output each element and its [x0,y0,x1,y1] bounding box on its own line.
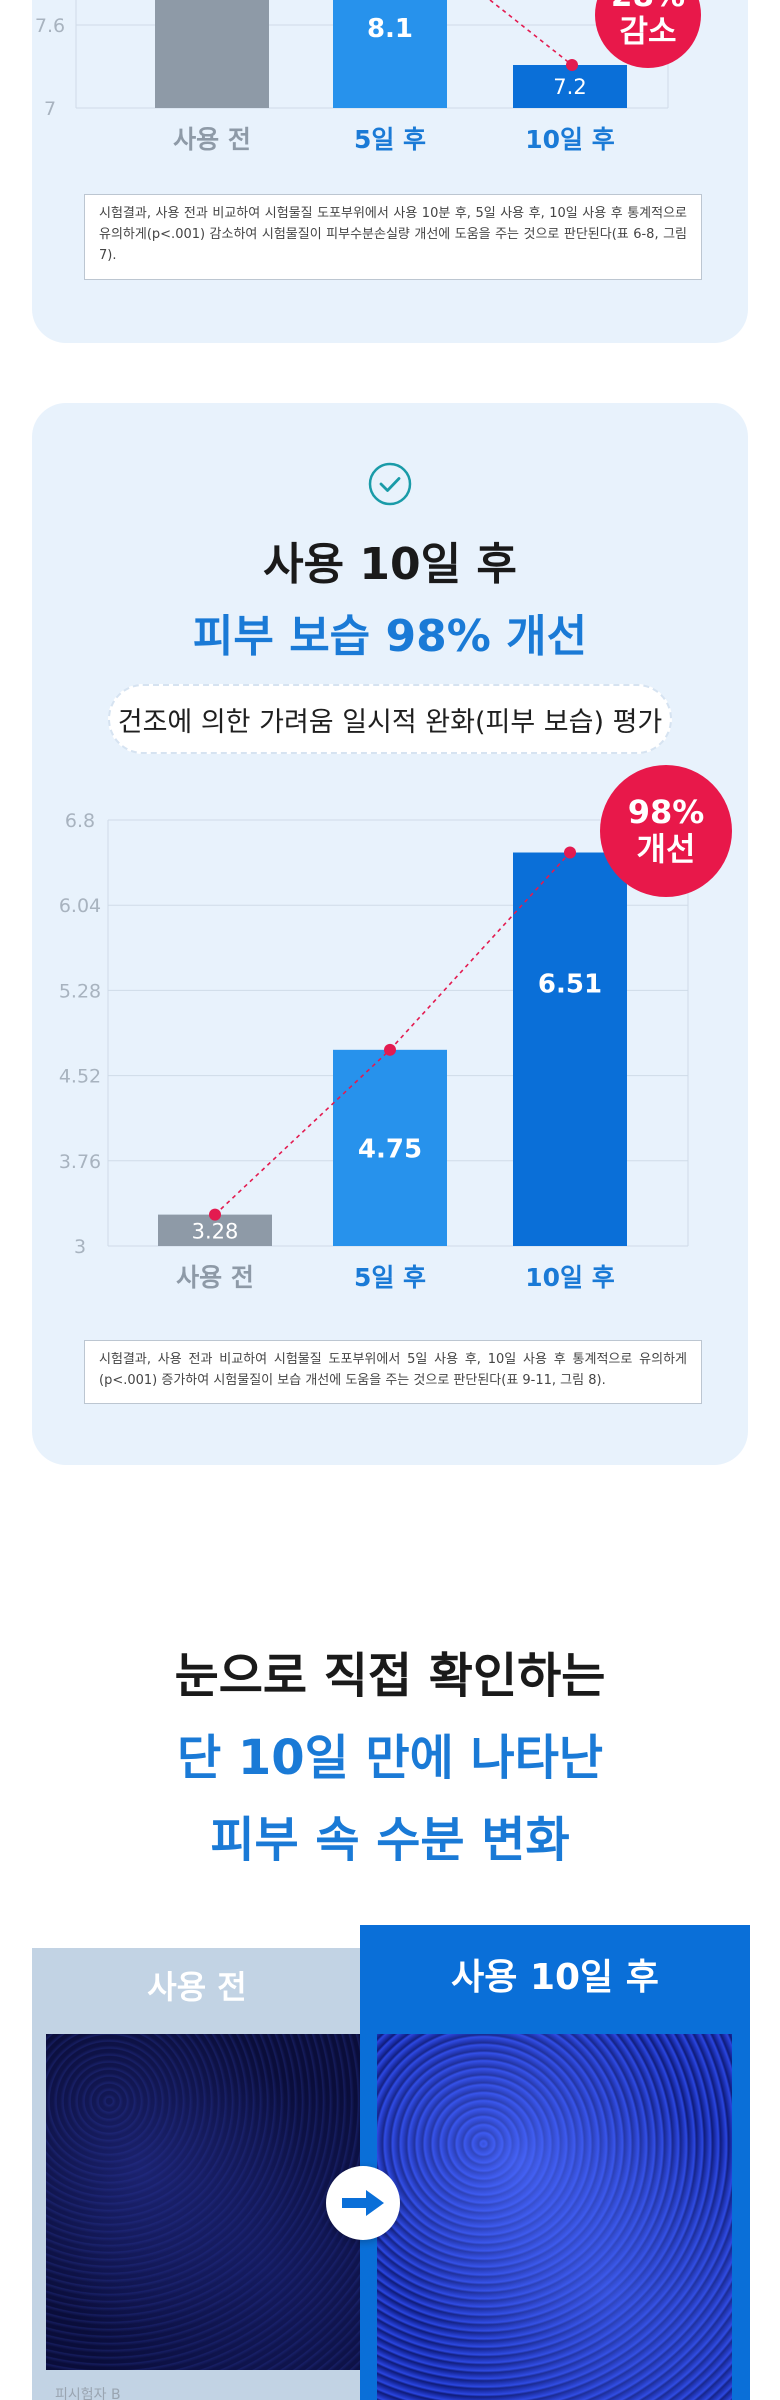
section-title: 사용 10일 후 [263,539,517,590]
x-category-label: 10일 후 [525,1263,615,1292]
y-tick-label: 3 [74,1236,86,1258]
trend-line [489,0,573,66]
arrow-right-icon [326,2166,400,2240]
x-category-label: 5일 후 [354,125,426,154]
bar-value-label: 3.28 [192,1219,239,1243]
badge-percent: 98% [627,793,705,832]
bar [333,0,447,108]
after-label: 사용 10일 후 [451,1957,659,1998]
badge-percent: 28% [611,0,685,15]
x-category-label: 5일 후 [354,1263,426,1292]
trend-line [214,1049,391,1216]
y-tick-label: 7.6 [35,15,65,37]
trend-point [566,59,578,71]
before-label: 사용 전 [147,1968,247,2006]
check-circle-icon [368,462,412,506]
bar-value-label: 8.1 [367,14,413,44]
comparison-title: 눈으로 직접 확인하는 [174,1648,606,1704]
trend-point [384,1043,396,1056]
bar-value-label: 4.75 [358,1135,422,1165]
badge-text: 개선 [636,830,696,868]
y-tick-label: 3.76 [59,1151,101,1173]
y-tick-label: 5.28 [59,980,101,1002]
section-headline: 피부 보습 98% 개선 [192,611,588,662]
bar [333,1049,447,1246]
after-skin-image [377,2034,732,2400]
y-tick-label: 4.52 [59,1066,101,1088]
before-skin-image [46,2034,362,2370]
x-category-label: 10일 후 [525,125,615,154]
x-category-label: 사용 전 [173,125,251,154]
bar-value-label: 6.51 [538,970,602,1000]
chart-card-moisture [32,403,748,1465]
test-result-note: 시험결과, 사용 전과 비교하여 시험물질 도포부위에서 사용 10분 후, 5… [84,194,702,280]
trend-point [564,846,576,859]
badge-text: 감소 [619,14,677,50]
y-tick-label: 7 [44,98,56,120]
test-result-note: 시험결과, 사용 전과 비교하여 시험물질 도포부위에서 5일 사용 후, 10… [84,1340,702,1404]
trend-point [209,1208,221,1221]
evaluation-pill: 건조에 의한 가려움 일시적 완화(피부 보습) 평가 [108,684,672,754]
bar [513,852,627,1246]
comparison-headline-1: 단 10일 만에 나타난 [176,1730,604,1786]
y-tick-label: 6.04 [59,895,101,917]
subject-caption: 피시험자 B [55,2387,121,2400]
comparison-headline-2: 피부 속 수분 변화 [210,1812,570,1868]
y-tick-label: 6.8 [65,810,95,832]
improvement-badge: 98% 개선 [600,765,732,897]
x-category-label: 사용 전 [176,1263,254,1292]
bar-value-label: 7.2 [553,75,586,99]
moisture-loss-chart: 7.6 7 사용 전 8.1 5일 후 7.2 10일 후 [35,0,669,154]
bar [513,65,627,108]
moisture-chart: 6.8 6.04 5.28 4.52 3.76 3 3.28 사용 전 4.75 5일 후 6.51… [59,810,689,1292]
bar [155,0,269,108]
